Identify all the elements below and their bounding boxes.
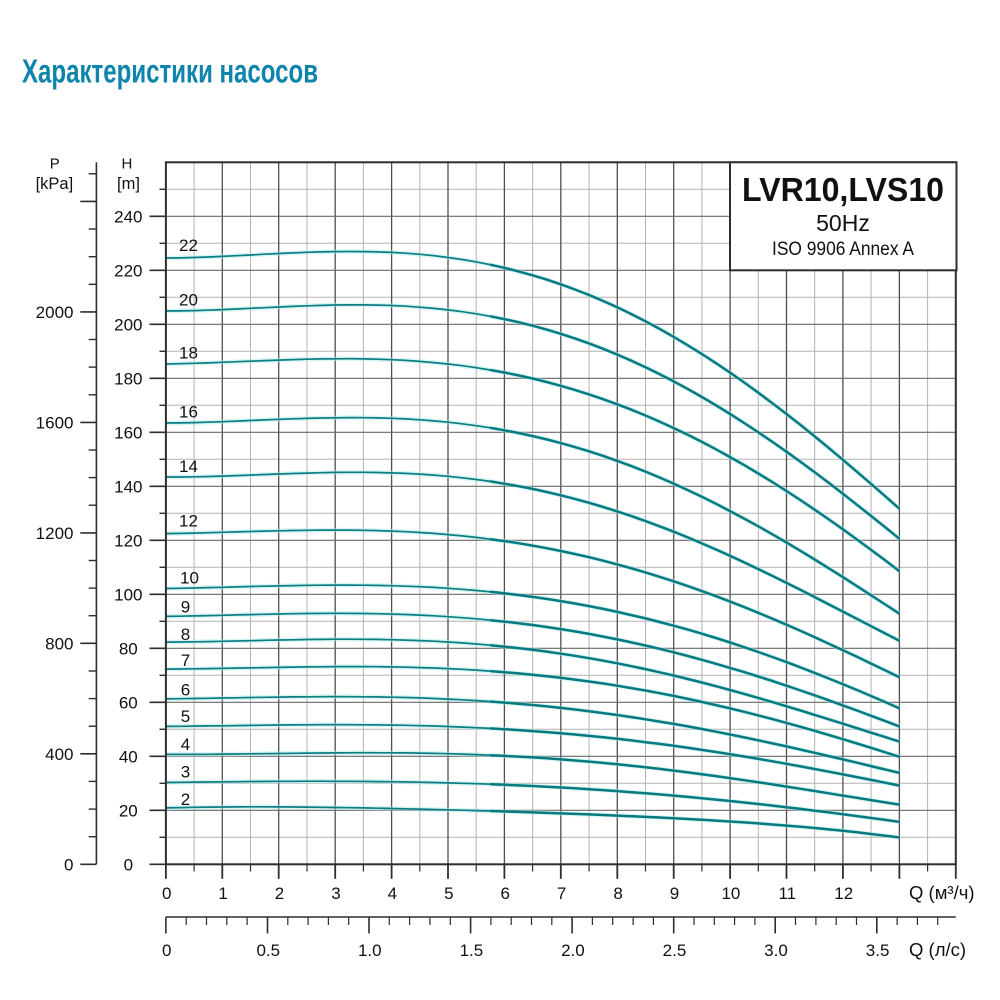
svg-text:240: 240 (114, 208, 142, 227)
svg-text:6: 6 (500, 884, 509, 903)
svg-text:10: 10 (721, 884, 740, 903)
svg-text:10: 10 (180, 568, 199, 587)
svg-text:400: 400 (45, 745, 73, 764)
svg-text:12: 12 (834, 884, 853, 903)
svg-text:1.5: 1.5 (460, 941, 484, 960)
svg-text:80: 80 (119, 640, 138, 659)
svg-text:H: H (121, 156, 132, 173)
svg-text:9: 9 (670, 884, 679, 903)
svg-text:6: 6 (181, 681, 190, 700)
svg-text:0: 0 (124, 856, 133, 875)
svg-text:120: 120 (114, 532, 142, 551)
svg-text:100: 100 (114, 586, 142, 605)
svg-text:2: 2 (181, 790, 190, 809)
svg-text:5: 5 (444, 884, 453, 903)
svg-text:[kPa]: [kPa] (36, 175, 74, 193)
svg-text:2.5: 2.5 (663, 941, 687, 960)
svg-text:220: 220 (114, 262, 142, 281)
svg-text:14: 14 (179, 457, 198, 476)
svg-text:P: P (50, 156, 60, 173)
svg-text:2: 2 (275, 884, 284, 903)
svg-text:20: 20 (119, 802, 138, 821)
svg-text:60: 60 (119, 694, 138, 713)
svg-text:0: 0 (162, 884, 171, 903)
svg-text:4: 4 (181, 735, 190, 754)
svg-text:Характеристики насосов: Характеристики насосов (22, 53, 318, 90)
svg-text:12: 12 (179, 512, 198, 531)
svg-text:2.0: 2.0 (561, 941, 585, 960)
svg-text:20: 20 (179, 291, 198, 310)
svg-text:180: 180 (114, 370, 142, 389)
svg-text:Q (л/с): Q (л/с) (909, 939, 966, 960)
svg-text:0: 0 (64, 856, 73, 875)
svg-text:1.0: 1.0 (358, 941, 382, 960)
svg-text:7: 7 (557, 884, 566, 903)
svg-text:18: 18 (179, 343, 198, 362)
svg-text:ISO 9906 Annex A: ISO 9906 Annex A (772, 239, 914, 260)
svg-text:3.5: 3.5 (866, 941, 890, 960)
svg-text:7: 7 (181, 651, 190, 670)
svg-text:22: 22 (179, 236, 198, 255)
svg-text:4: 4 (388, 884, 397, 903)
svg-text:3.0: 3.0 (764, 941, 788, 960)
svg-text:50Hz: 50Hz (816, 210, 870, 236)
svg-text:1200: 1200 (36, 524, 74, 543)
svg-text:0: 0 (162, 941, 171, 960)
svg-text:160: 160 (114, 424, 142, 443)
svg-text:1600: 1600 (36, 414, 74, 433)
svg-text:9: 9 (181, 598, 190, 617)
svg-text:[m]: [m] (117, 175, 140, 193)
svg-text:40: 40 (119, 748, 138, 767)
svg-text:5: 5 (181, 707, 190, 726)
svg-text:3: 3 (181, 763, 190, 782)
svg-text:2000: 2000 (36, 303, 74, 322)
svg-text:0.5: 0.5 (256, 941, 280, 960)
svg-text:800: 800 (45, 635, 73, 654)
svg-text:LVR10,LVS10: LVR10,LVS10 (742, 171, 944, 208)
svg-text:8: 8 (613, 884, 622, 903)
svg-text:8: 8 (181, 625, 190, 644)
svg-text:Q (м³/ч): Q (м³/ч) (909, 882, 975, 903)
svg-text:16: 16 (179, 403, 198, 422)
svg-text:140: 140 (114, 478, 142, 497)
svg-text:200: 200 (114, 316, 142, 335)
svg-text:3: 3 (331, 884, 340, 903)
svg-text:11: 11 (778, 884, 796, 903)
svg-text:1: 1 (218, 884, 227, 903)
